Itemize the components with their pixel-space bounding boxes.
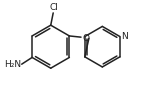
Text: H₂N: H₂N <box>4 60 21 69</box>
Text: Cl: Cl <box>49 3 58 12</box>
Text: N: N <box>121 32 128 41</box>
Text: O: O <box>83 34 90 43</box>
